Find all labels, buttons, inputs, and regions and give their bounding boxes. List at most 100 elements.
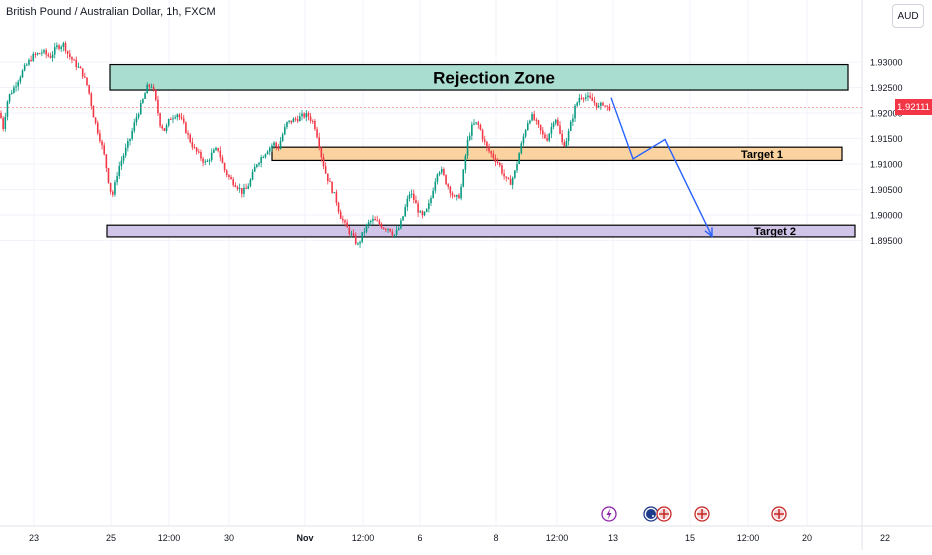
candle [507,177,510,179]
candle [228,174,230,178]
candle [60,46,62,49]
time-tick-label: 12:00 [158,533,181,543]
candle [253,166,256,172]
candle [51,54,54,58]
candle [185,122,187,134]
candle [395,230,398,235]
candle [122,155,125,161]
candle [273,142,275,146]
candle [406,198,409,208]
candle [243,187,245,194]
candle [582,98,585,100]
candle [602,102,604,106]
candle [520,143,523,154]
candle [585,97,587,99]
candle [217,148,219,151]
candle [516,164,518,171]
candle [572,118,574,122]
candle [170,118,172,120]
price-tick-label: 1.92500 [870,83,903,93]
candle [127,140,129,148]
candle [483,139,486,142]
candle [595,102,598,108]
time-tick-label: 8 [493,533,498,543]
candle [425,208,428,212]
candle [522,136,525,144]
candle [473,123,475,125]
bolt-event-icon[interactable] [601,506,617,522]
candle [372,218,374,221]
candle [580,97,583,99]
zones[interactable]: Rejection Zone Target 1 Target 2 [106,63,856,239]
candle [400,220,402,229]
flag-au-event-icon[interactable] [643,506,659,522]
flag-uk-event-icon[interactable] [694,506,710,522]
candle [36,53,39,55]
candle [438,172,441,175]
candle [524,130,527,137]
currency-badge[interactable]: AUD [892,4,924,28]
candle [129,138,131,141]
candle [146,84,148,94]
candle [561,133,563,143]
candle [587,95,589,98]
candle [202,158,204,163]
projection-path[interactable] [610,97,713,238]
candle [567,130,570,142]
candle [608,106,611,111]
candle [26,64,28,66]
flag-au-icon [646,509,656,519]
candle [6,101,9,117]
candle [535,119,538,121]
candle [299,116,301,122]
candle [187,133,189,135]
candle [354,235,357,244]
candle [90,93,93,106]
candle [346,222,348,228]
candle [232,179,234,186]
candle [284,127,286,135]
candle [241,188,243,194]
candle [462,169,465,187]
candle [165,125,168,131]
candle [99,133,101,142]
zone-box[interactable] [271,146,843,162]
candle [64,42,67,51]
zone-box[interactable] [109,63,849,91]
candle [142,98,144,103]
flag-uk-event-icon[interactable] [771,506,787,522]
time-tick-label: 12:00 [352,533,375,543]
candle [38,53,41,55]
price-tick-label: 1.90500 [870,185,903,195]
candle [430,197,432,204]
flag-uk-event-icon[interactable] [656,506,672,522]
candle [198,151,200,153]
candle [554,119,557,124]
projection-arrowhead [704,227,713,238]
time-tick-label: 30 [224,533,234,543]
candle [4,116,7,129]
candle [320,147,323,158]
price-tick-label: 1.91500 [870,134,903,144]
candle [73,59,75,61]
candle [471,124,473,136]
candle [505,176,508,178]
candle [21,70,24,78]
time-tick-label: 25 [106,533,116,543]
candle [548,133,551,141]
candle [361,232,363,242]
candle [296,119,299,122]
candle [563,142,566,147]
price-axis[interactable]: 1.93000 1.92500 1.92000 1.91500 1.91000 1.905… [870,58,903,247]
candle [475,122,477,124]
candle [318,137,320,148]
candle [234,185,237,187]
time-axis[interactable]: 23 25 12:00 30 Nov 12:00 6 8 12:00 13 15 12:00 20 22 [29,533,890,543]
event-markers[interactable] [601,506,787,522]
candle [387,228,389,230]
zone-box[interactable] [106,224,856,238]
candle [494,158,497,162]
time-tick-label: 20 [802,533,812,543]
